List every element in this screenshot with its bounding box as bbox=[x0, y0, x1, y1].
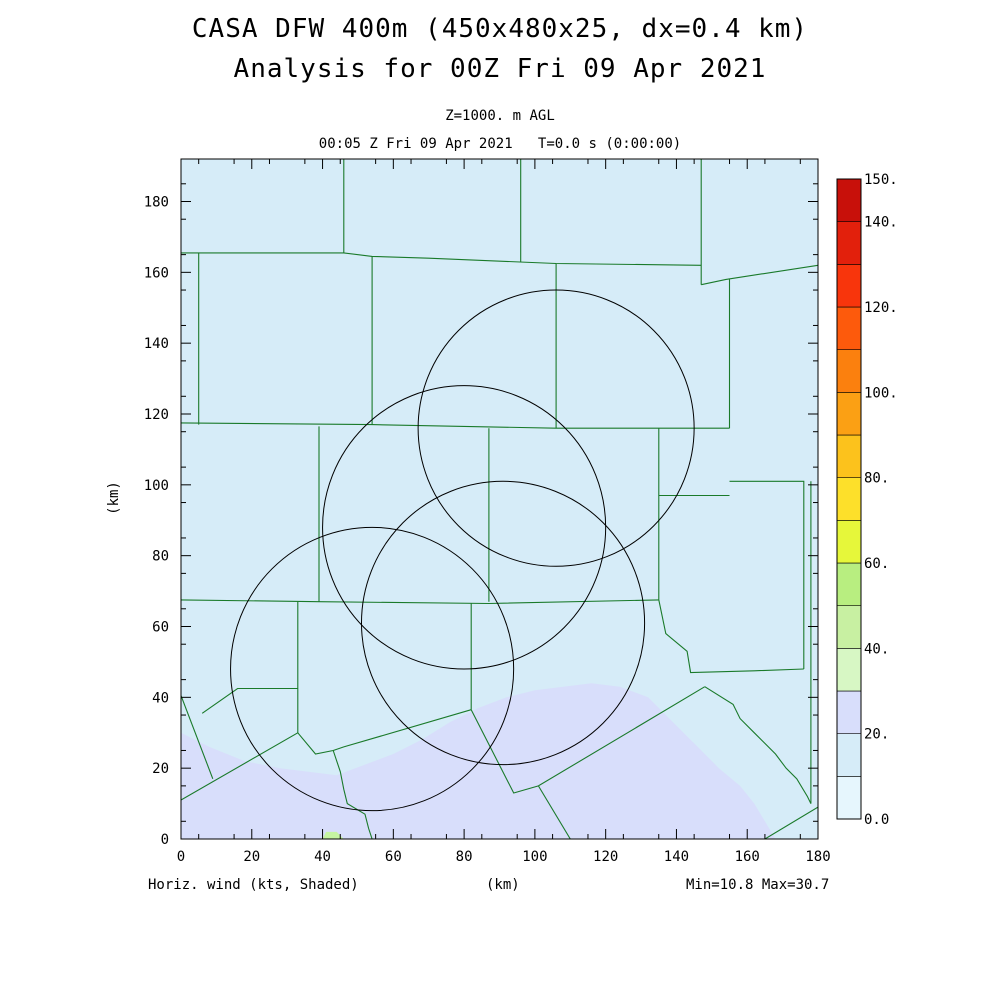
x-tick-label: 140 bbox=[664, 849, 689, 865]
variable-label: Horiz. wind (kts, Shaded) bbox=[148, 877, 359, 893]
county-boundary bbox=[181, 599, 659, 605]
colorbar-swatch bbox=[836, 520, 862, 564]
colorbar-label: 150. bbox=[864, 172, 898, 188]
valid-time-label: 00:05 Z Fri 09 Apr 2021 T=0.0 s (0:00:00… bbox=[318, 136, 682, 152]
wind-shading bbox=[181, 683, 776, 839]
colorbar-label: 140. bbox=[864, 215, 898, 231]
y-tick-label: 0 bbox=[161, 832, 169, 848]
colorbar-swatch bbox=[836, 178, 862, 222]
chart-subtitle: Analysis for 00Z Fri 09 Apr 2021 bbox=[233, 54, 767, 84]
colorbar-swatch bbox=[836, 434, 862, 478]
min-max-label: Min=10.8 Max=30.7 bbox=[686, 877, 830, 893]
colorbar-swatch bbox=[836, 562, 862, 606]
x-tick-label: 160 bbox=[735, 849, 760, 865]
colorbar-label: 0.0 bbox=[864, 812, 889, 828]
x-tick-label: 80 bbox=[456, 849, 473, 865]
x-tick-label: 40 bbox=[314, 849, 331, 865]
county-boundary bbox=[658, 599, 804, 674]
y-tick-label: 120 bbox=[144, 407, 169, 423]
colorbar-swatch bbox=[836, 221, 862, 265]
county-boundary bbox=[701, 264, 818, 286]
radar-ring bbox=[230, 526, 515, 812]
radar-ring bbox=[322, 385, 607, 670]
x-tick-label: 120 bbox=[593, 849, 618, 865]
colorbar-label: 40. bbox=[864, 641, 889, 657]
axes: 0 20 40 60 80 100 120 140 160 180 0 20 40 60 80 100 120 1… bbox=[144, 159, 831, 865]
colorbar-swatch bbox=[836, 648, 862, 692]
colorbar-swatch bbox=[836, 349, 862, 393]
y-tick-label: 60 bbox=[152, 620, 169, 636]
county-boundary bbox=[332, 750, 373, 839]
x-tick-label: 0 bbox=[177, 849, 185, 865]
county-boundary bbox=[181, 252, 702, 266]
colorbar-frame bbox=[836, 178, 862, 820]
county-boundary bbox=[729, 480, 805, 669]
county-boundary bbox=[537, 785, 571, 839]
y-tick-label: 160 bbox=[144, 265, 169, 281]
county-boundary bbox=[181, 709, 472, 801]
y-tick-label: 40 bbox=[152, 690, 169, 706]
colorbar-label: 20. bbox=[864, 727, 889, 743]
y-tick-label: 180 bbox=[144, 195, 169, 211]
shaded-region bbox=[322, 831, 344, 839]
chart-title: CASA DFW 400m (450x480x25, dx=0.4 km) bbox=[191, 14, 809, 44]
colorbar-swatch bbox=[836, 392, 862, 436]
level-label: Z=1000. m AGL bbox=[445, 108, 555, 124]
y-tick-label: 20 bbox=[152, 761, 169, 777]
county-boundary bbox=[201, 687, 298, 714]
county-boundary bbox=[470, 686, 706, 794]
x-axis-label: (km) bbox=[486, 877, 520, 893]
county-boundaries bbox=[181, 159, 818, 839]
radar-range-rings bbox=[230, 289, 695, 812]
colorbar-label: 100. bbox=[864, 385, 898, 401]
colorbar-swatch bbox=[836, 477, 862, 521]
county-boundary bbox=[764, 806, 818, 839]
county-boundary bbox=[181, 695, 214, 779]
y-tick-label: 140 bbox=[144, 336, 169, 352]
colorbar-swatch bbox=[836, 306, 862, 350]
colorbar-label: 80. bbox=[864, 471, 889, 487]
colorbar-swatch bbox=[836, 776, 862, 820]
colorbar-swatch bbox=[836, 690, 862, 734]
colorbar-swatch bbox=[836, 264, 862, 308]
colorbar-swatch bbox=[836, 605, 862, 649]
colorbar-label: 120. bbox=[864, 300, 898, 316]
y-tick-label: 100 bbox=[144, 478, 169, 494]
x-tick-label: 60 bbox=[385, 849, 402, 865]
y-axis-label: (km) bbox=[106, 481, 122, 515]
shaded-region bbox=[181, 683, 776, 839]
x-tick-label: 20 bbox=[243, 849, 260, 865]
radar-ring bbox=[360, 480, 646, 766]
county-boundary bbox=[704, 686, 812, 804]
radar-ring bbox=[417, 289, 695, 567]
y-tick-label: 80 bbox=[152, 549, 169, 565]
x-tick-label: 180 bbox=[805, 849, 830, 865]
plot-frame bbox=[180, 158, 819, 840]
x-tick-label: 100 bbox=[522, 849, 547, 865]
county-boundary bbox=[181, 422, 730, 429]
colorbar: 0.0 20. 40. 60. 80. 100. 120. 140. 150. bbox=[836, 172, 898, 828]
colorbar-swatch bbox=[836, 733, 862, 777]
colorbar-label: 60. bbox=[864, 556, 889, 572]
